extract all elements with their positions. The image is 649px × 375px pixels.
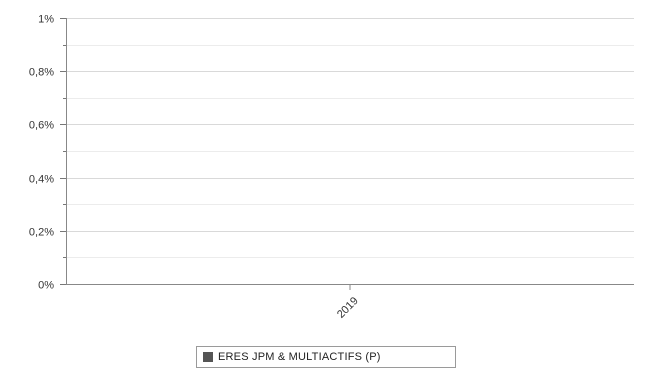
y-tick-label: 0,6% [29, 120, 54, 132]
x-tick-label: 2019 [335, 295, 361, 321]
legend-swatch [203, 352, 213, 362]
y-tick-label: 0,4% [29, 174, 54, 186]
y-tick-label: 0,8% [29, 67, 54, 79]
y-tick-label: 0,2% [29, 227, 54, 239]
chart-legend: ERES JPM & MULTIACTIFS (P) [196, 346, 456, 368]
y-tick-label: 1% [38, 14, 54, 26]
legend-label: ERES JPM & MULTIACTIFS (P) [218, 351, 381, 363]
y-tick-label: 0% [38, 280, 54, 292]
